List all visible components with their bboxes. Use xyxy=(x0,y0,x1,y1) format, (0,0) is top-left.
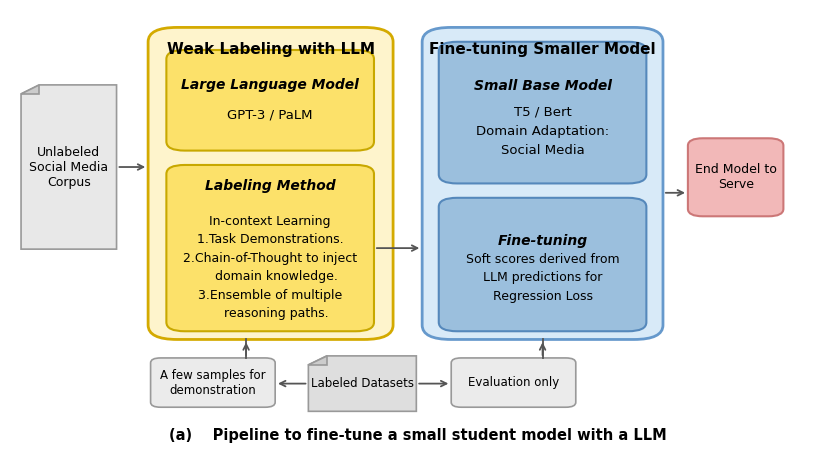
Text: GPT-3 / PaLM: GPT-3 / PaLM xyxy=(227,108,313,121)
Text: End Model to
Serve: End Model to Serve xyxy=(695,163,777,191)
FancyBboxPatch shape xyxy=(451,358,576,407)
Text: Soft scores derived from
LLM predictions for
Regression Loss: Soft scores derived from LLM predictions… xyxy=(466,253,619,303)
Text: Fine-tuning Smaller Model: Fine-tuning Smaller Model xyxy=(429,42,656,57)
FancyBboxPatch shape xyxy=(148,27,393,339)
Text: T5 / Bert
Domain Adaptation:
Social Media: T5 / Bert Domain Adaptation: Social Medi… xyxy=(476,106,609,157)
Polygon shape xyxy=(21,85,39,94)
FancyBboxPatch shape xyxy=(688,138,783,216)
FancyBboxPatch shape xyxy=(166,50,374,150)
FancyBboxPatch shape xyxy=(166,165,374,331)
Text: Evaluation only: Evaluation only xyxy=(468,376,559,389)
Text: Unlabeled
Social Media
Corpus: Unlabeled Social Media Corpus xyxy=(29,145,109,189)
Polygon shape xyxy=(308,356,416,411)
Text: (a)    Pipeline to fine-tune a small student model with a LLM: (a) Pipeline to fine-tune a small studen… xyxy=(169,428,667,444)
Text: Weak Labeling with LLM: Weak Labeling with LLM xyxy=(166,42,375,57)
FancyBboxPatch shape xyxy=(422,27,663,339)
Polygon shape xyxy=(308,356,327,365)
Text: A few samples for
demonstration: A few samples for demonstration xyxy=(160,369,266,396)
Text: Fine-tuning: Fine-tuning xyxy=(497,234,588,248)
Polygon shape xyxy=(21,85,116,249)
Text: Labeling Method: Labeling Method xyxy=(205,179,335,194)
Text: Large Language Model: Large Language Model xyxy=(181,78,359,92)
FancyBboxPatch shape xyxy=(439,198,646,331)
Text: Small Base Model: Small Base Model xyxy=(473,79,612,93)
Text: Labeled Datasets: Labeled Datasets xyxy=(311,377,414,390)
FancyBboxPatch shape xyxy=(150,358,275,407)
Text: In-context Learning
1.Task Demonstrations.
2.Chain-of-Thought to inject
   domai: In-context Learning 1.Task Demonstration… xyxy=(183,215,357,321)
FancyBboxPatch shape xyxy=(439,42,646,184)
